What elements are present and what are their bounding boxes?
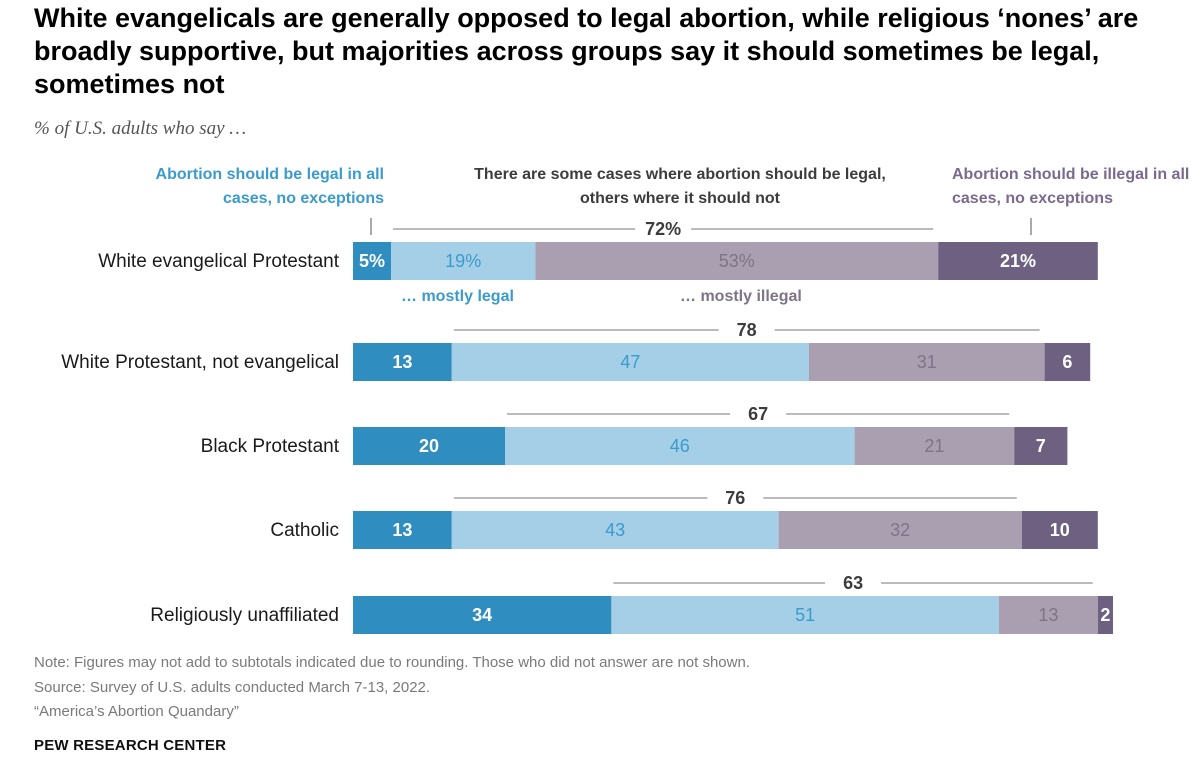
bar-segment	[1014, 427, 1068, 465]
bar-segment	[353, 511, 452, 549]
bar-value-label: 13	[1038, 605, 1058, 625]
bar-value-label: 21	[924, 436, 944, 456]
bar-segment	[999, 596, 1098, 634]
subtotal-label: 63	[843, 573, 863, 593]
category-label: White evangelical Protestant	[98, 251, 340, 272]
bar-value-label: 7	[1036, 436, 1046, 456]
footer-note: Note: Figures may not add to subtotals i…	[34, 654, 750, 671]
legend-illegal-all-cases: Abortion should be illegal in all cases,…	[952, 166, 1190, 207]
bar-value-label: 32	[890, 520, 910, 540]
bar-value-label: 47	[620, 352, 640, 372]
bar-value-label: 43	[605, 520, 625, 540]
bar-value-label: 6	[1062, 352, 1072, 372]
bar-value-label: 20	[419, 436, 439, 456]
subtotal-label: 76	[725, 488, 745, 508]
bar-segment	[809, 343, 1045, 381]
bar-segment	[1044, 343, 1091, 381]
category-label: Black Protestant	[201, 436, 340, 457]
footer-source: Source: Survey of U.S. adults conducted …	[34, 679, 431, 696]
bar-value-label: 5%	[359, 251, 385, 271]
bar-value-label: 46	[670, 436, 690, 456]
bar-segment	[1097, 596, 1113, 634]
bar-value-label: 51	[795, 605, 815, 625]
subtotal-label: 67	[748, 404, 768, 424]
bar-segment	[353, 343, 452, 381]
bar-segment	[938, 242, 1098, 280]
bar-segment	[451, 511, 779, 549]
bar-segment	[391, 242, 536, 280]
bar-value-label: 21%	[1000, 251, 1036, 271]
bar-value-label: 19%	[445, 251, 481, 271]
footer-report-title: “America’s Abortion Quandary”	[34, 703, 239, 720]
chart-title: White evangelicals are generally opposed…	[34, 3, 1139, 99]
bar-value-label: 2	[1100, 605, 1110, 625]
legend-mostly-illegal: … mostly illegal	[680, 288, 802, 305]
bar-segment	[505, 427, 855, 465]
bar-segment	[451, 343, 809, 381]
bar-segment	[778, 511, 1022, 549]
subtotal-label: 72%	[645, 219, 681, 239]
bar-value-label: 31	[917, 352, 937, 372]
legend-some-cases: There are some cases where abortion shou…	[474, 166, 886, 207]
category-label: White Protestant, not evangelical	[61, 352, 339, 373]
brand-logo: PEW RESEARCH CENTER	[34, 737, 227, 754]
bar-segment	[353, 242, 391, 280]
bar-value-label: 53%	[719, 251, 755, 271]
category-label: Religiously unaffiliated	[150, 605, 339, 626]
bar-value-label: 34	[472, 605, 492, 625]
chart-subtitle: % of U.S. adults who say …	[34, 118, 247, 139]
bar-segment	[353, 596, 612, 634]
subtotal-label: 78	[737, 320, 757, 340]
category-label: Catholic	[270, 520, 339, 541]
bar-segment	[1021, 511, 1098, 549]
bar-value-label: 10	[1050, 520, 1070, 540]
bar-value-label: 13	[392, 352, 412, 372]
legend-mostly-legal: … mostly legal	[401, 288, 514, 305]
bar-segment	[854, 427, 1015, 465]
legend-legal-all-cases: Abortion should be legal in all cases, n…	[155, 166, 384, 207]
bar-segment	[353, 427, 505, 465]
bar-segment	[535, 242, 939, 280]
bar-value-label: 13	[392, 520, 412, 540]
bar-segment	[611, 596, 999, 634]
